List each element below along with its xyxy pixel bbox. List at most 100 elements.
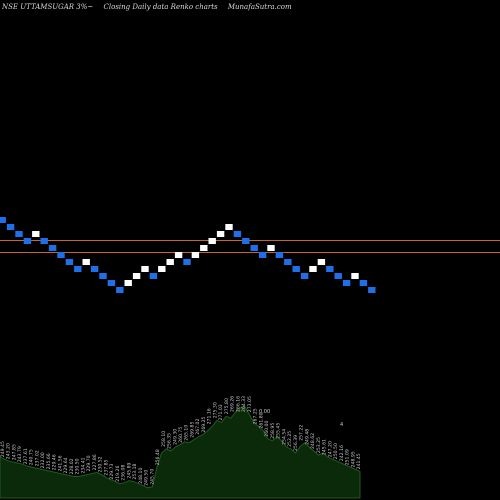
renko-brick-up [174, 252, 183, 258]
volume-label: 228.02 [69, 458, 75, 474]
volume-label: 257.22 [299, 425, 305, 441]
renko-brick-down [250, 245, 258, 251]
volume-label: 230.52 [98, 456, 104, 472]
volume-label: 229.46 [52, 454, 58, 470]
volume-label: 271.03 [218, 404, 224, 420]
renko-brick-down [48, 245, 57, 251]
renko-brick-up [132, 273, 141, 279]
volume-label: 269.85 [190, 422, 196, 438]
renko-brick-down [15, 231, 23, 237]
volume-label: 256.48 [155, 449, 161, 465]
volume-label: 237.61 [23, 448, 29, 464]
volume-label: 258.10 [161, 431, 167, 447]
volume-label: 229.64 [63, 457, 69, 473]
volume-label: 256.39 [293, 435, 299, 451]
volume-label: 275.30 [213, 402, 219, 418]
extra-label: 0.00 [259, 409, 270, 415]
volume-area [0, 405, 361, 499]
volume-label: 247.85 [12, 444, 18, 460]
volume-labels: 249.45 243.20 247.85 243.79 237.61 240.75 237.… [0, 396, 362, 486]
volume-label: 271.16 [207, 408, 213, 424]
renko-brick-up [351, 273, 359, 279]
renko-brick-up [82, 259, 90, 265]
volume-label: 237.02 [35, 450, 41, 466]
renko-brick-down [116, 287, 124, 293]
renko-brick-up [208, 238, 216, 244]
volume-label: 267.25 [253, 408, 259, 424]
volume-label: 264.33 [241, 396, 247, 412]
volume-label: 260.00 [264, 421, 270, 437]
volume-label: 249.48 [304, 429, 310, 445]
volume-label: 255.45 [276, 423, 282, 439]
renko-brick-down [292, 266, 300, 272]
renko-brick-down [0, 217, 6, 223]
renko-brick-down [275, 252, 284, 258]
volume-label: 219.26 [115, 466, 121, 482]
renko-brick-down [300, 273, 309, 279]
volume-label: 252.25 [287, 431, 293, 447]
renko-brick-down [183, 259, 191, 265]
volume-label: 269.26 [230, 396, 236, 412]
volume-label: 241.56 [57, 455, 63, 471]
renko-brick-down [74, 266, 82, 272]
renko-brick-up [166, 259, 174, 265]
volume-label: 249.30 [172, 429, 178, 445]
volume-label: 266.16 [235, 396, 241, 412]
renko-brick-down [326, 266, 334, 272]
renko-brick-down [233, 231, 242, 237]
volume-label: 241.45 [356, 453, 362, 469]
renko-brick-down [6, 224, 15, 230]
renko-brick-up [267, 245, 275, 251]
volume-label: 250.50 [333, 443, 339, 459]
renko-brick-up [317, 259, 326, 265]
renko-brick-down [242, 238, 250, 244]
chart-symbol: NSE UTTAMSUGAR 3%~ [2, 3, 94, 11]
volume-label: 245.70 [149, 469, 155, 485]
volume-label: 240.75 [29, 449, 35, 465]
volume-label: 248.10 [138, 468, 144, 484]
volume-label: 235.66 [46, 453, 52, 469]
chart-header: NSE UTTAMSUGAR 3%~ Closing Daily data Re… [2, 3, 300, 11]
renko-brick-up [158, 266, 166, 272]
renko-brick-up [216, 231, 225, 237]
renko-brick-down [258, 252, 267, 258]
volume-label: 234.41 [80, 457, 86, 473]
renko-brick-up [141, 266, 149, 272]
volume-label: 249.50 [144, 470, 150, 486]
renko-brick-down [342, 280, 351, 286]
renko-brick-up [191, 252, 200, 258]
volume-label: 229.73 [109, 463, 115, 479]
renko-brick-down [65, 259, 74, 265]
extra-label: 4 [340, 422, 343, 428]
volume-label: 253.18 [132, 463, 138, 479]
renko-brick-down [149, 273, 158, 279]
volume-label: 267.02 [195, 419, 201, 435]
renko-brick-down [368, 287, 376, 293]
volume-label: 248.95 [350, 451, 356, 467]
renko-bricks [0, 217, 376, 293]
chart-description: Closing Daily data Renko charts [103, 3, 218, 11]
volume-label: 245.89 [126, 462, 132, 478]
volume-label: 261.80 [258, 412, 264, 428]
volume-label: 243.20 [6, 443, 12, 459]
volume-label: 243.79 [17, 446, 23, 462]
renko-brick-up [225, 224, 233, 230]
volume-label: 258.95 [270, 423, 276, 439]
renko-brick-down [359, 280, 368, 286]
renko-brick-up [124, 280, 132, 286]
volume-label: 256.35 [167, 433, 173, 449]
renko-brick-down [107, 280, 116, 286]
volume-label: 251.09 [345, 449, 351, 465]
volume-label: 253.25 [316, 437, 322, 453]
renko-brick-up [200, 245, 208, 251]
volume-label: 230.50 [75, 458, 81, 474]
volume-label: 273.05 [247, 396, 253, 412]
volume-label: 242.16 [339, 445, 345, 461]
renko-brick-down [334, 273, 342, 279]
renko-brick-down [23, 238, 32, 244]
renko-brick-down [99, 273, 107, 279]
renko-brick-up [32, 231, 40, 237]
volume-area-path [0, 405, 361, 499]
volume-label: 275.80 [224, 398, 230, 414]
level-lines [0, 240, 500, 253]
